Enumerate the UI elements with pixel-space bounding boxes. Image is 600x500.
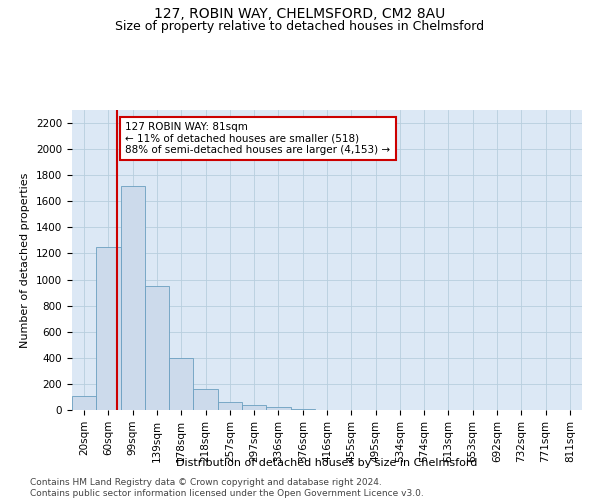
Bar bbox=[193, 389, 218, 410]
Bar bbox=[218, 402, 242, 410]
Bar bbox=[266, 408, 290, 410]
Bar bbox=[121, 186, 145, 410]
Bar bbox=[72, 396, 96, 410]
Y-axis label: Number of detached properties: Number of detached properties bbox=[20, 172, 31, 348]
Bar bbox=[242, 406, 266, 410]
Bar bbox=[290, 409, 315, 410]
Bar bbox=[145, 286, 169, 410]
Bar bbox=[169, 358, 193, 410]
Text: Distribution of detached houses by size in Chelmsford: Distribution of detached houses by size … bbox=[176, 458, 478, 468]
Text: 127, ROBIN WAY, CHELMSFORD, CM2 8AU: 127, ROBIN WAY, CHELMSFORD, CM2 8AU bbox=[154, 8, 446, 22]
Text: 127 ROBIN WAY: 81sqm
← 11% of detached houses are smaller (518)
88% of semi-deta: 127 ROBIN WAY: 81sqm ← 11% of detached h… bbox=[125, 122, 391, 155]
Bar bbox=[96, 247, 121, 410]
Text: Contains HM Land Registry data © Crown copyright and database right 2024.
Contai: Contains HM Land Registry data © Crown c… bbox=[30, 478, 424, 498]
Text: Size of property relative to detached houses in Chelmsford: Size of property relative to detached ho… bbox=[115, 20, 485, 33]
